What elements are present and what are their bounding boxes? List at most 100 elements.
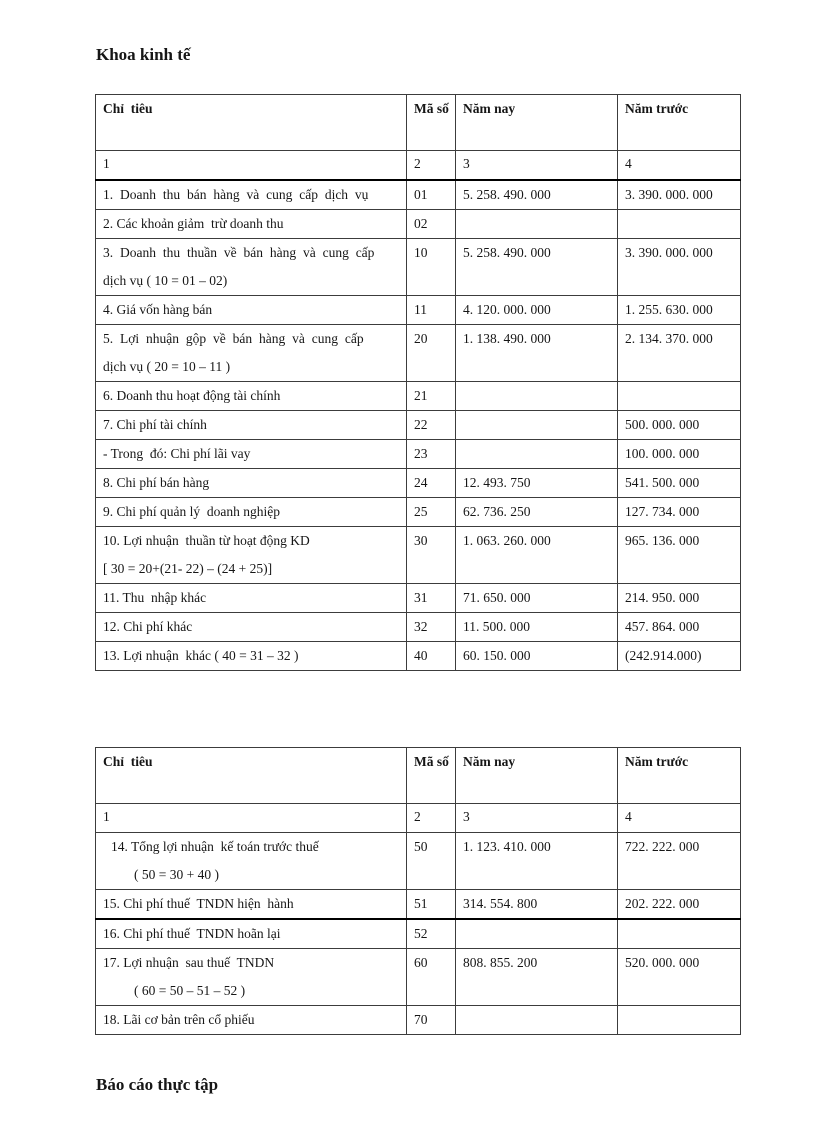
table-row: 17. Lợi nhuận sau thuế TNDN ( 60 = 50 – 5…	[95, 948, 741, 1006]
table-row: 13. Lợi nhuận khác ( 40 = 31 – 32 ) 40 60.…	[95, 641, 741, 671]
row-prior-year-cell: 457. 864. 000	[617, 612, 741, 642]
row-prior-year-cell: 1. 255. 630. 000	[617, 295, 741, 325]
row-label-cell: 17. Lợi nhuận sau thuế TNDN ( 60 = 50 – 5…	[95, 948, 407, 1006]
row-current-year-cell: 1. 138. 490. 000	[455, 324, 618, 382]
row-label-line: 3. Doanh thu thuần về bán hàng và cung c…	[103, 245, 375, 260]
row-current-year-cell: 3	[455, 803, 618, 833]
row-code-cell: 20	[406, 324, 456, 382]
row-prior-year-cell: 4	[617, 803, 741, 833]
row-prior-year-cell: 2. 134. 370. 000	[617, 324, 741, 382]
row-prior-year-cell	[617, 918, 741, 949]
income-statement-table-1: Chỉ tiêu Mã số Năm nay Năm trước 1 2 3 4 1. Doan…	[95, 94, 741, 671]
row-current-year-cell	[455, 209, 618, 239]
table-row: 10. Lợi nhuận thuần từ hoạt động KD [ 30 …	[95, 526, 741, 584]
row-current-year-cell: 3	[455, 150, 618, 181]
row-label-cell: 14. Tổng lợi nhuận kế toán trước thuế ( 5…	[95, 832, 407, 890]
row-label-line: 6. Doanh thu hoạt động tài chính	[103, 388, 281, 403]
header-current-year-cell: Năm nay	[455, 747, 618, 804]
header-label-cell: Chỉ tiêu	[95, 747, 407, 804]
row-label-line: 12. Chi phí khác	[103, 619, 193, 634]
row-prior-year-cell: 100. 000. 000	[617, 439, 741, 469]
row-label-line: 13. Lợi nhuận khác ( 40 = 31 – 32 )	[103, 648, 299, 663]
row-label-line: [ 30 = 20+(21- 22) – (24 + 25)]	[103, 561, 273, 576]
income-statement-table-2: Chỉ tiêu Mã số Năm nay Năm trước 1 2 3 4 14. Tổn…	[95, 747, 741, 1035]
footer-title: Báo cáo thực tập	[96, 1075, 219, 1094]
row-label-line: 4. Giá vốn hàng bán	[103, 302, 213, 317]
row-label-cell: 1. Doanh thu bán hàng và cung cấp dịch v…	[95, 179, 407, 210]
row-current-year-cell: 5. 258. 490. 000	[455, 238, 618, 296]
row-code-cell: 30	[406, 526, 456, 584]
row-current-year-cell	[455, 1005, 618, 1035]
row-label-line: 8. Chi phí bán hàng	[103, 475, 210, 490]
row-label-line: - Trong đó: Chi phí lãi vay	[103, 446, 251, 461]
row-label-cell: 4. Giá vốn hàng bán	[95, 295, 407, 325]
row-label-line: dịch vụ ( 10 = 01 – 02)	[103, 273, 228, 288]
row-prior-year-cell: 214. 950. 000	[617, 583, 741, 613]
header-current-year-cell: Năm nay	[455, 94, 618, 151]
row-code-cell: 32	[406, 612, 456, 642]
row-prior-year-cell: 202. 222. 000	[617, 889, 741, 920]
row-label-cell: 8. Chi phí bán hàng	[95, 468, 407, 498]
row-prior-year-cell: 4	[617, 150, 741, 181]
table-row: 15. Chi phí thuế TNDN hiện hành 51 314. 55…	[95, 889, 741, 920]
table-row: 6. Doanh thu hoạt động tài chính 21	[95, 381, 741, 411]
row-label-line: 15. Chi phí thuế TNDN hiện hành	[103, 896, 294, 911]
table-row: 4. Giá vốn hàng bán 11 4. 120. 000. 000 1. …	[95, 295, 741, 325]
row-code-cell: 22	[406, 410, 456, 440]
row-label-cell: 6. Doanh thu hoạt động tài chính	[95, 381, 407, 411]
row-label-line: 1. Doanh thu bán hàng và cung cấp dịch v…	[103, 187, 369, 202]
row-label-cell: 13. Lợi nhuận khác ( 40 = 31 – 32 )	[95, 641, 407, 671]
row-code-cell: 2	[406, 803, 456, 833]
row-code-cell: 24	[406, 468, 456, 498]
row-label-cell: 2. Các khoản giảm trừ doanh thu	[95, 209, 407, 239]
row-prior-year-cell: 520. 000. 000	[617, 948, 741, 1006]
row-current-year-cell: 5. 258. 490. 000	[455, 179, 618, 210]
table-row: 9. Chi phí quản lý doanh nghiệp 25 62. 736…	[95, 497, 741, 527]
row-label-line: ( 60 = 50 – 51 – 52 )	[134, 983, 246, 998]
row-code-cell: 23	[406, 439, 456, 469]
row-code-cell: 10	[406, 238, 456, 296]
table-row: 18. Lãi cơ bản trên cổ phiếu 70	[95, 1005, 741, 1035]
row-prior-year-cell	[617, 1005, 741, 1035]
header-row: Chỉ tiêu Mã số Năm nay Năm trước	[95, 94, 741, 151]
row-current-year-cell: 12. 493. 750	[455, 468, 618, 498]
row-current-year-cell	[455, 410, 618, 440]
row-current-year-cell: 11. 500. 000	[455, 612, 618, 642]
row-label-line: 2. Các khoản giảm trừ doanh thu	[103, 216, 284, 231]
row-label-cell: 1	[95, 150, 407, 181]
row-current-year-cell	[455, 381, 618, 411]
header-prior-year-cell: Năm trước	[617, 94, 741, 151]
row-label-cell: 5. Lợi nhuận gộp về bán hàng và cung cấp…	[95, 324, 407, 382]
table-row: 3. Doanh thu thuần về bán hàng và cung c…	[95, 238, 741, 296]
row-label-cell: 15. Chi phí thuế TNDN hiện hành	[95, 889, 407, 920]
row-prior-year-cell	[617, 209, 741, 239]
row-label-line: dịch vụ ( 20 = 10 – 11 )	[103, 359, 231, 374]
row-current-year-cell: 314. 554. 800	[455, 889, 618, 920]
row-prior-year-cell: 127. 734. 000	[617, 497, 741, 527]
row-current-year-cell: 1. 063. 260. 000	[455, 526, 618, 584]
page-title: Khoa kinh tế	[96, 45, 191, 64]
table-row: 16. Chi phí thuế TNDN hoãn lại 52	[95, 918, 741, 949]
row-label-line: 5. Lợi nhuận gộp về bán hàng và cung cấp	[103, 331, 364, 346]
row-code-cell: 40	[406, 641, 456, 671]
row-label-line: 14. Tổng lợi nhuận kế toán trước thuế	[111, 839, 319, 854]
row-current-year-cell	[455, 439, 618, 469]
row-current-year-cell: 71. 650. 000	[455, 583, 618, 613]
row-label-line: 1	[103, 156, 110, 171]
row-label-line: ( 50 = 30 + 40 )	[134, 867, 219, 882]
header-prior-year-cell: Năm trước	[617, 747, 741, 804]
table-row: 8. Chi phí bán hàng 24 12. 493. 750 541. 50…	[95, 468, 741, 498]
header-label-cell: Chỉ tiêu	[95, 94, 407, 151]
row-prior-year-cell: 965. 136. 000	[617, 526, 741, 584]
row-code-cell: 31	[406, 583, 456, 613]
row-label-cell: 9. Chi phí quản lý doanh nghiệp	[95, 497, 407, 527]
row-code-cell: 02	[406, 209, 456, 239]
row-label-line: 7. Chi phí tài chính	[103, 417, 207, 432]
row-label-cell: 12. Chi phí khác	[95, 612, 407, 642]
row-code-cell: 2	[406, 150, 456, 181]
row-label-line: 10. Lợi nhuận thuần từ hoạt động KD	[103, 533, 310, 548]
row-label-line: 18. Lãi cơ bản trên cổ phiếu	[103, 1012, 255, 1027]
row-current-year-cell: 62. 736. 250	[455, 497, 618, 527]
header-code-cell: Mã số	[406, 747, 456, 804]
